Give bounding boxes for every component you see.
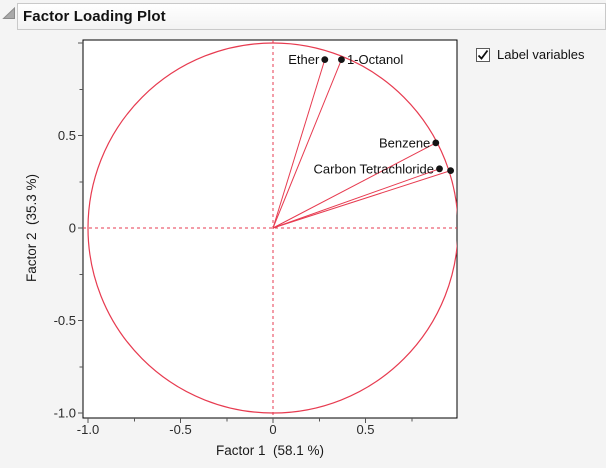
plot-frame — [82, 39, 458, 419]
unit-circle — [87, 42, 457, 414]
data-point[interactable] — [338, 56, 345, 64]
point-label: Carbon Tetrachloride — [314, 161, 434, 176]
loading-ray — [272, 170, 451, 229]
x-tick-label: -0.5 — [169, 422, 191, 437]
x-tick-label: -1.0 — [77, 422, 99, 437]
point-label: Ether — [288, 52, 320, 67]
checkmark-icon — [477, 49, 489, 60]
loading-ray — [272, 168, 440, 229]
point-label: Benzene — [379, 135, 430, 150]
y-tick-label: -1.0 — [54, 406, 76, 421]
data-point[interactable] — [447, 167, 454, 175]
data-point[interactable] — [436, 165, 443, 173]
y-tick-label: -0.5 — [54, 313, 76, 328]
loading-ray — [272, 59, 326, 229]
x-axis-title: Factor 1 (58.1 %) — [215, 443, 325, 458]
loading-ray — [272, 59, 342, 229]
data-point[interactable] — [432, 139, 440, 147]
x-tick-label: 0 — [269, 422, 276, 437]
y-axis-title: Factor 2 (35.3 %) — [24, 173, 39, 283]
data-point[interactable] — [321, 56, 329, 64]
loading-ray — [272, 142, 437, 229]
label-variables-checkbox[interactable] — [476, 47, 490, 62]
page-title: Factor Loading Plot — [23, 8, 166, 25]
y-tick-label: 0.5 — [58, 128, 76, 143]
x-tick-label: 0.5 — [356, 422, 374, 437]
label-variables-label: Label variables — [497, 47, 585, 62]
label-variables-control[interactable]: Label variables — [476, 47, 584, 62]
point-label: 1-Octanol — [347, 52, 403, 67]
collapse-triangle-icon[interactable] — [2, 7, 16, 20]
outline-header: Factor Loading Plot — [17, 3, 606, 30]
y-tick-label: 0 — [69, 221, 76, 236]
